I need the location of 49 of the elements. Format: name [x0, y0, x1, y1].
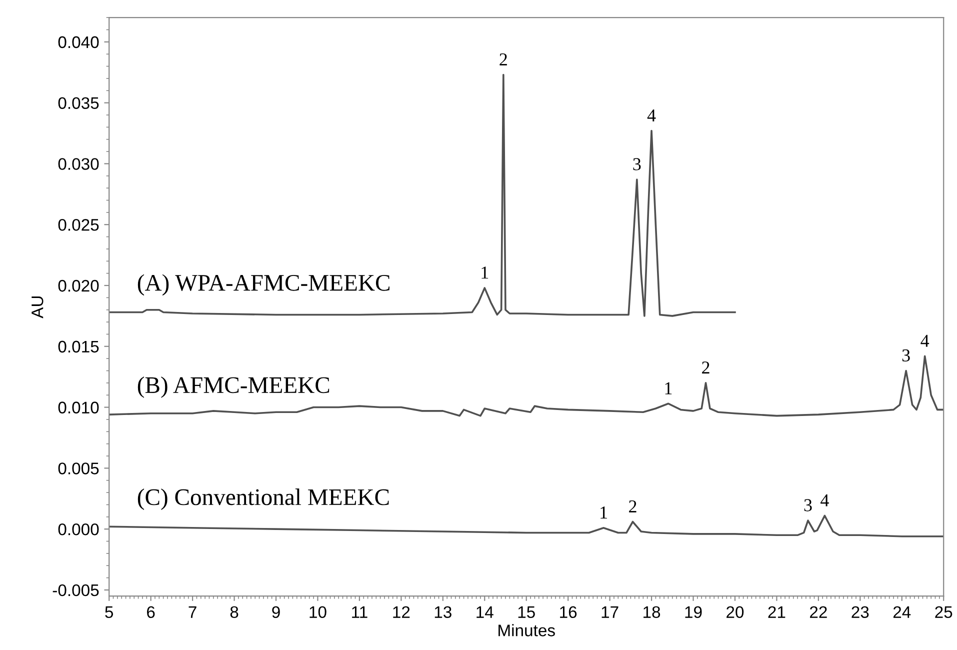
annotation: 1 — [600, 506, 607, 518]
x-tick-label: 9 — [272, 606, 280, 618]
x-tick-label: 17 — [602, 606, 618, 618]
line-series — [109, 74, 736, 317]
annotation: 4 — [820, 494, 829, 506]
annotation: 2 — [500, 53, 507, 66]
y-tick-label: 0.030 — [58, 158, 99, 170]
annotation: 3 — [902, 349, 910, 362]
x-tick-label: 25 — [935, 606, 952, 618]
y-tick-label: 0.020 — [58, 280, 99, 292]
x-tick-label: 10 — [310, 606, 326, 618]
x-tick-label: 18 — [644, 606, 660, 618]
x-tick-label: 16 — [560, 606, 577, 618]
annotation: 4 — [647, 110, 656, 122]
annotation: 1 — [482, 266, 488, 279]
x-tick-label: 6 — [147, 606, 155, 618]
x-tick-label: 22 — [810, 606, 827, 618]
y-tick-label: 0.000 — [58, 523, 99, 536]
x-tick-label: 8 — [230, 606, 238, 618]
x-tick-label: 11 — [352, 606, 368, 618]
annotation: 2 — [629, 500, 636, 512]
series-label: (A) WPA-AFMC-MEEKC — [138, 274, 390, 296]
annotation: 3 — [804, 499, 812, 512]
x-tick-label: 23 — [852, 606, 869, 618]
series-label: (C) Conventional MEEKC — [138, 488, 389, 510]
x-tick-label: 7 — [188, 606, 196, 618]
series-label: (B) AFMC-MEEKC — [138, 376, 330, 398]
x-tick-label: 12 — [393, 606, 410, 618]
y-tick-label: 0.025 — [58, 218, 99, 231]
annotation: 3 — [633, 158, 641, 170]
x-tick-label: 19 — [685, 606, 702, 618]
y-tick-label: 0.035 — [58, 97, 99, 110]
y-tick-label: 0.010 — [58, 402, 99, 414]
x-tick-label: 21 — [768, 606, 786, 618]
y-tick-label: -0.005 — [52, 584, 99, 596]
y-tick-label: 0.005 — [58, 462, 99, 474]
y-axis-title: AU — [32, 296, 44, 318]
annotation: 4 — [920, 334, 930, 347]
x-tick-label: 15 — [518, 606, 535, 618]
annotation: 2 — [702, 362, 710, 374]
x-tick-label: 5 — [105, 606, 114, 618]
y-tick-label: 0.040 — [58, 36, 99, 48]
x-tick-label: 24 — [893, 606, 911, 618]
x-tick-label: 20 — [726, 606, 744, 618]
x-tick-label: 13 — [434, 606, 452, 618]
x-tick-label: 14 — [476, 606, 494, 618]
annotation: 1 — [665, 382, 672, 394]
y-tick-label: 0.015 — [58, 340, 99, 353]
x-axis-title: Minutes — [498, 624, 555, 636]
